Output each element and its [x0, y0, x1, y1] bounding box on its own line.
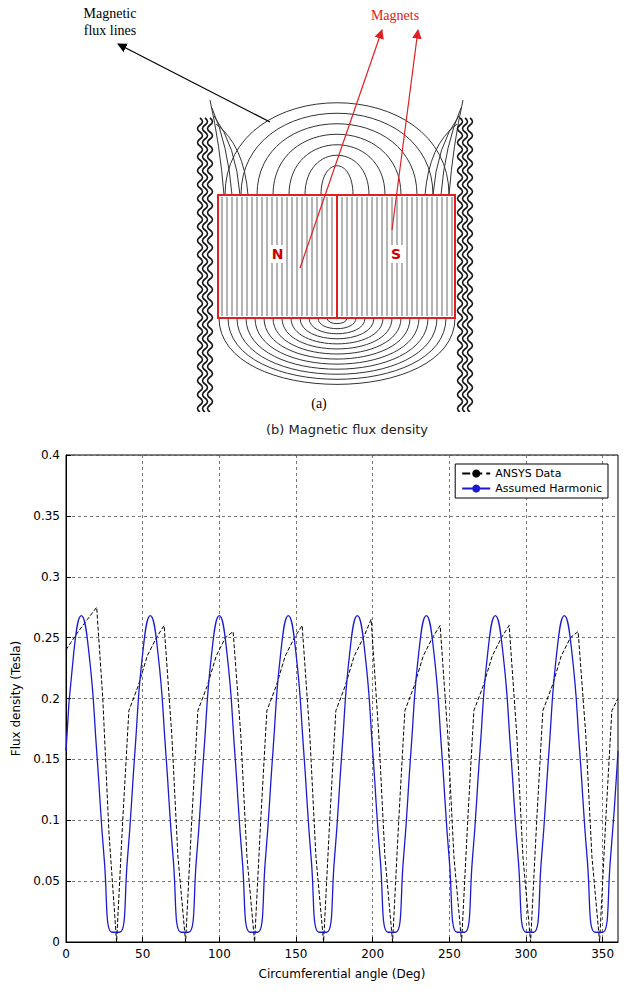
svg-text:Circumferential angle (Deg): Circumferential angle (Deg) [259, 967, 426, 981]
svg-text:ANSYS Data: ANSYS Data [495, 467, 561, 480]
svg-text:0: 0 [52, 935, 60, 949]
svg-text:N: N [272, 246, 284, 262]
svg-text:200: 200 [361, 947, 384, 961]
svg-text:50: 50 [135, 947, 150, 961]
svg-text:Magnets: Magnets [371, 8, 419, 23]
svg-text:S: S [391, 246, 401, 262]
svg-text:250: 250 [438, 947, 461, 961]
svg-text:0.4: 0.4 [41, 448, 60, 462]
svg-text:0.25: 0.25 [33, 631, 60, 645]
svg-text:flux lines: flux lines [84, 23, 137, 38]
svg-text:0.05: 0.05 [33, 874, 60, 888]
svg-text:0.3: 0.3 [41, 570, 60, 584]
svg-text:150: 150 [285, 947, 308, 961]
svg-text:350: 350 [591, 947, 614, 961]
svg-text:0.15: 0.15 [33, 752, 60, 766]
svg-text:100: 100 [208, 947, 231, 961]
svg-text:(b) Magnetic flux density: (b) Magnetic flux density [266, 422, 428, 437]
svg-text:0.35: 0.35 [33, 509, 60, 523]
svg-text:0: 0 [62, 947, 70, 961]
svg-text:300: 300 [515, 947, 538, 961]
svg-text:Magnetic: Magnetic [84, 6, 137, 21]
svg-text:Assumed Harmonic: Assumed Harmonic [495, 482, 602, 495]
svg-text:(a): (a) [311, 396, 327, 412]
svg-text:0.1: 0.1 [41, 813, 60, 827]
svg-text:Flux density (Tesla): Flux density (Tesla) [9, 641, 23, 757]
svg-text:0.2: 0.2 [41, 692, 60, 706]
